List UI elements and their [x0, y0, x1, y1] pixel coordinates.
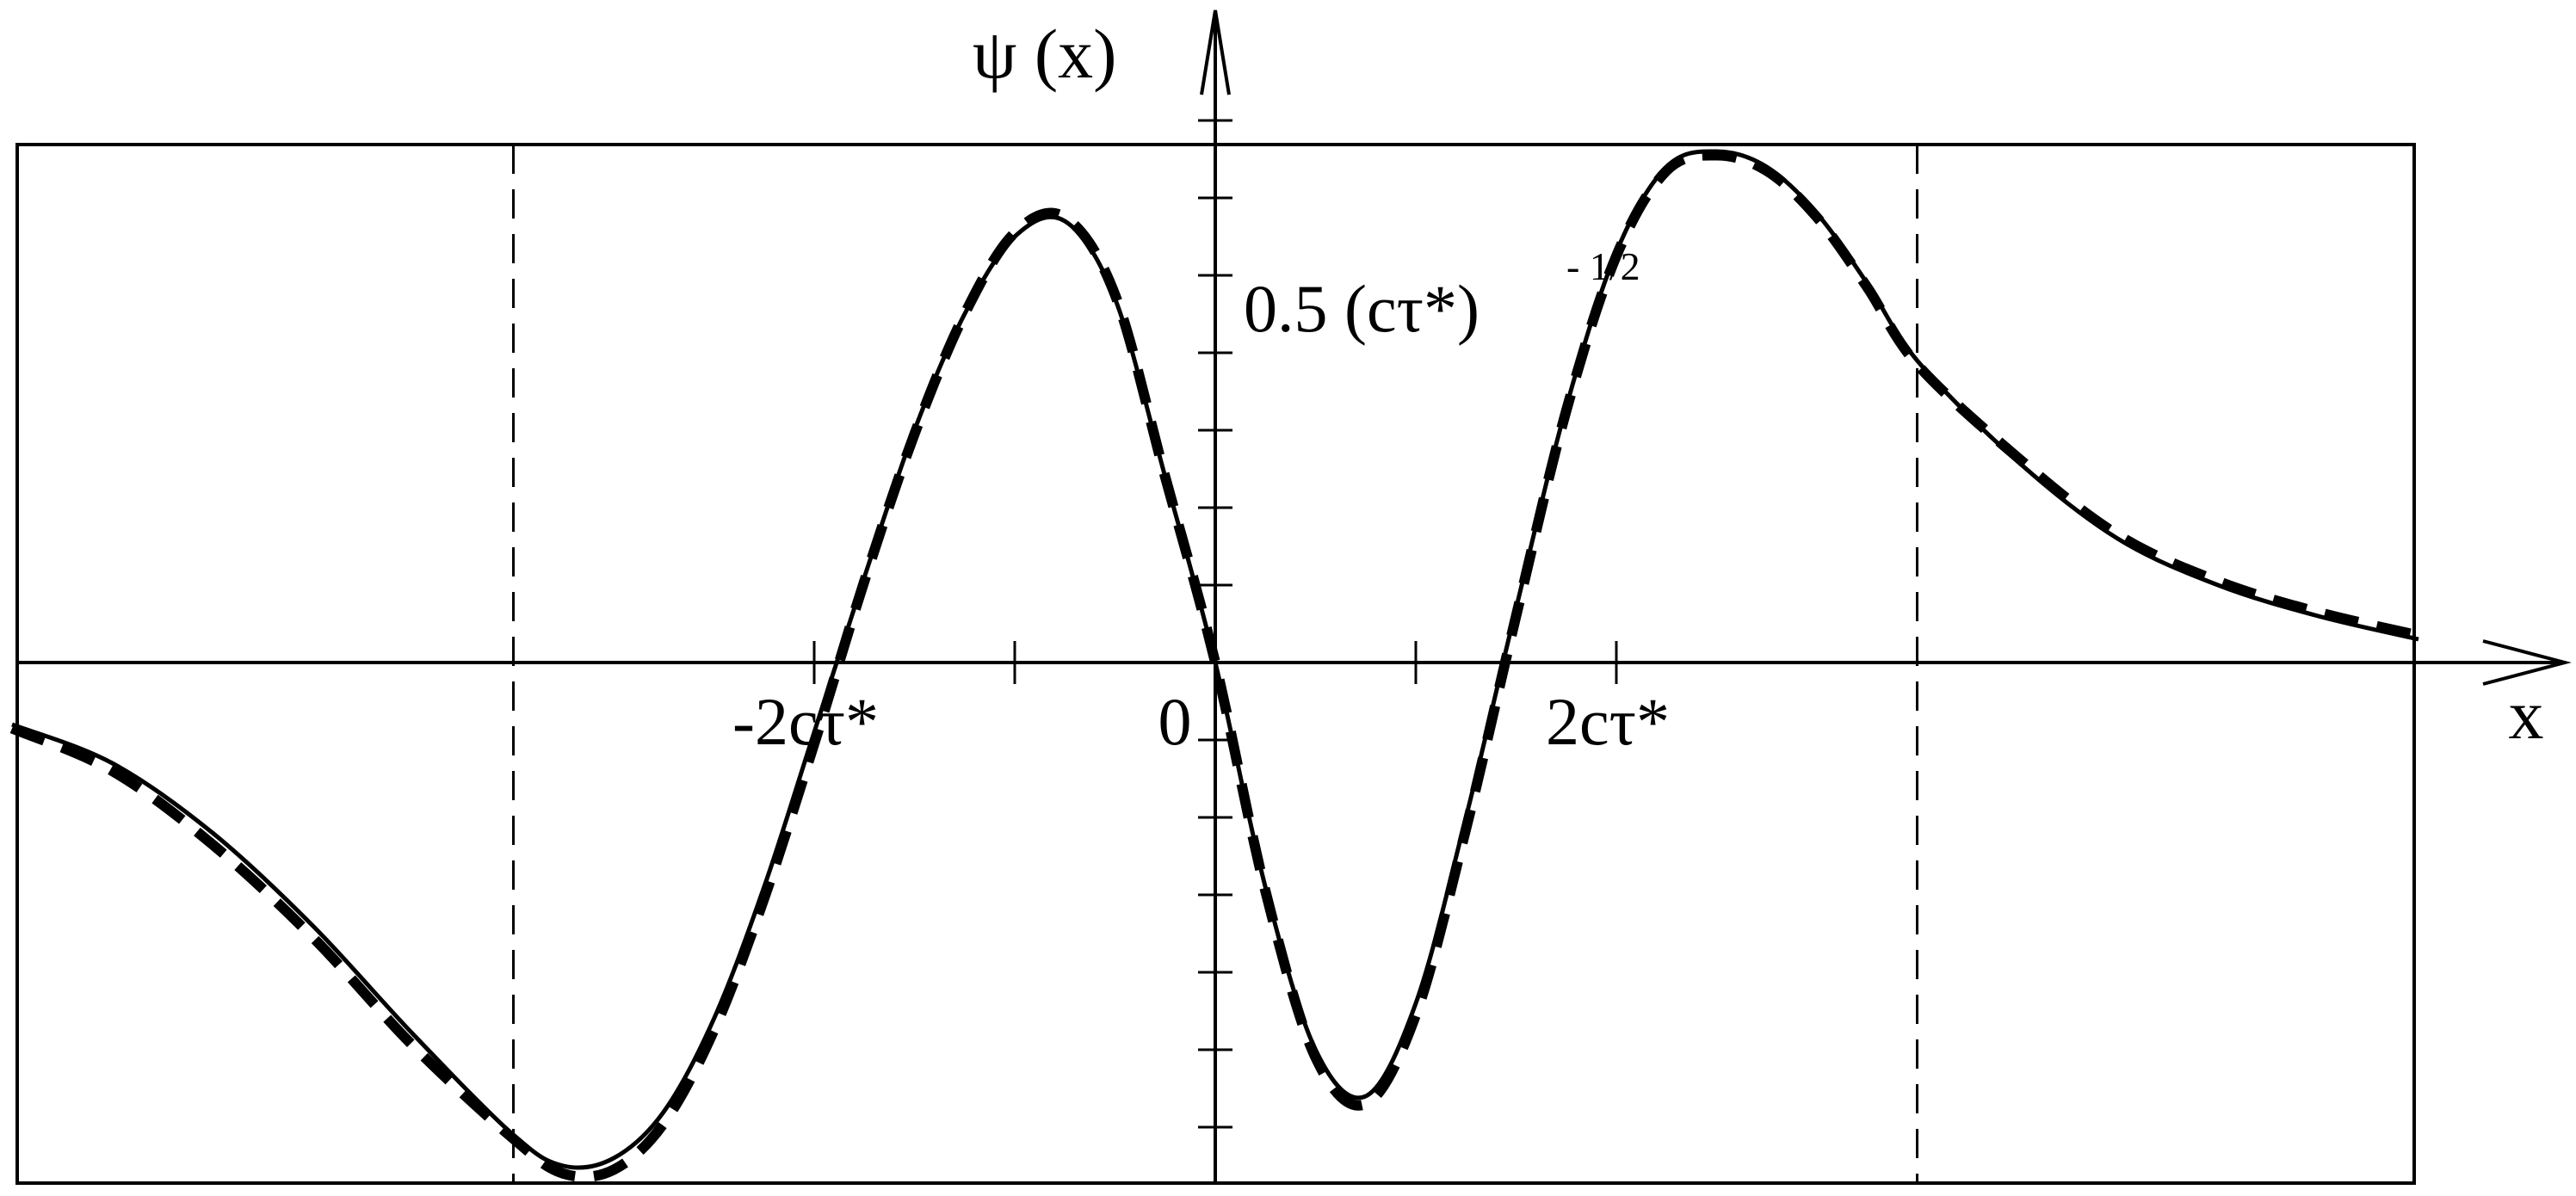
y-axis-label: ψ (x): [973, 15, 1116, 93]
series-dashed-line: [9, 150, 2420, 1182]
x-axis-label: x: [2509, 675, 2544, 754]
x-tick-label: 2cτ*: [1546, 684, 1670, 759]
y-axis-arrow: [1200, 9, 1231, 96]
x-axis-arrow: [2482, 639, 2572, 686]
x-tick-label: 0: [1158, 684, 1192, 759]
y-tick-annotation: 0.5 (cτ*): [1244, 271, 1480, 346]
x-tick-label: -2cτ*: [732, 684, 879, 759]
